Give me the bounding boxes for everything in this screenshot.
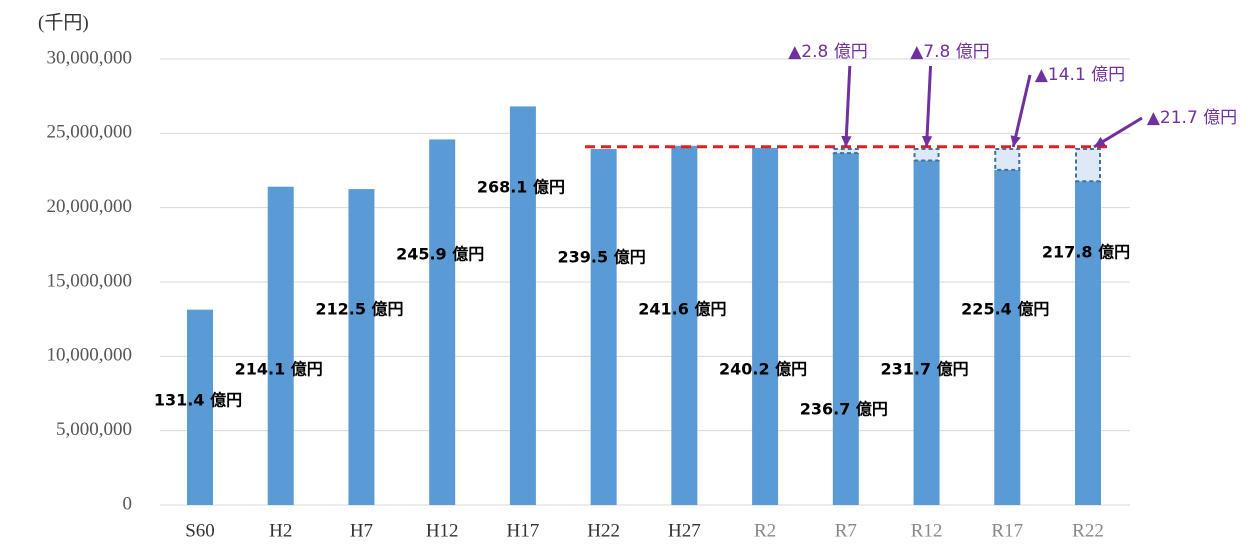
value-label: 212.5 億円 <box>315 300 403 319</box>
value-label: 217.8 億円 <box>1042 243 1130 262</box>
arrow-head <box>1010 135 1021 147</box>
y-tick-label: 15,000,000 <box>47 270 133 291</box>
bar <box>1075 181 1101 506</box>
value-label: 231.7 億円 <box>880 360 968 379</box>
value-label: 236.7 億円 <box>800 400 888 419</box>
bar <box>752 147 779 506</box>
value-label: 225.4 億円 <box>961 300 1049 319</box>
value-label: 241.6 億円 <box>638 300 726 319</box>
value-label: 245.9 億円 <box>396 245 484 264</box>
y-tick-label: 0 <box>123 493 133 514</box>
arrow-head <box>921 135 933 147</box>
x-tick-label: H7 <box>350 520 373 541</box>
annotation: ▲2.8 億円 <box>788 42 868 62</box>
y-tick-label: 25,000,000 <box>47 122 133 143</box>
bar <box>509 106 536 505</box>
x-tick-label: R12 <box>911 520 943 541</box>
x-tick-label: H12 <box>426 520 459 541</box>
y-tick-label: 20,000,000 <box>47 196 133 217</box>
x-tick-label: H22 <box>587 520 620 541</box>
value-label: 131.4 億円 <box>154 391 242 410</box>
bar <box>994 169 1021 505</box>
x-tick-label: R22 <box>1072 520 1104 541</box>
bar <box>187 309 213 505</box>
arrow-head <box>1094 136 1106 147</box>
annotation: ▲7.8 億円 <box>910 42 990 62</box>
bar <box>348 189 375 506</box>
bar <box>429 139 456 506</box>
value-label: 214.1 億円 <box>235 360 323 379</box>
bar <box>913 160 940 505</box>
annotation-arrow <box>925 65 933 148</box>
value-label: 268.1 億円 <box>477 178 565 197</box>
annotation: ▲21.7 億円 <box>1147 108 1237 128</box>
annotation: ▲14.1 億円 <box>1035 65 1125 85</box>
shortfall-box <box>994 147 1021 171</box>
y-axis-label: (千円) <box>38 11 89 33</box>
bar <box>267 186 294 506</box>
shortfall-box <box>1075 147 1101 183</box>
x-tick-label: H17 <box>507 520 540 541</box>
y-tick-label: 10,000,000 <box>47 345 133 366</box>
arrow-head <box>841 135 852 147</box>
bar <box>832 153 859 505</box>
value-label: 239.5 億円 <box>558 248 646 267</box>
shortfall-box <box>913 147 940 162</box>
x-tick-label: S60 <box>185 520 215 541</box>
annotation-arrow <box>1011 74 1032 148</box>
y-tick-label: 30,000,000 <box>47 47 133 68</box>
y-tick-label: 5,000,000 <box>56 419 132 440</box>
x-tick-label: R17 <box>991 520 1023 541</box>
x-tick-label: R7 <box>835 520 857 541</box>
bar <box>590 148 617 505</box>
annotation-arrow <box>844 65 852 148</box>
x-tick-label: R2 <box>754 520 776 541</box>
value-label: 240.2 億円 <box>719 360 807 379</box>
x-tick-label: H27 <box>668 520 701 541</box>
bar <box>671 145 698 505</box>
shortfall-box <box>832 147 859 155</box>
x-tick-label: H2 <box>269 520 292 541</box>
